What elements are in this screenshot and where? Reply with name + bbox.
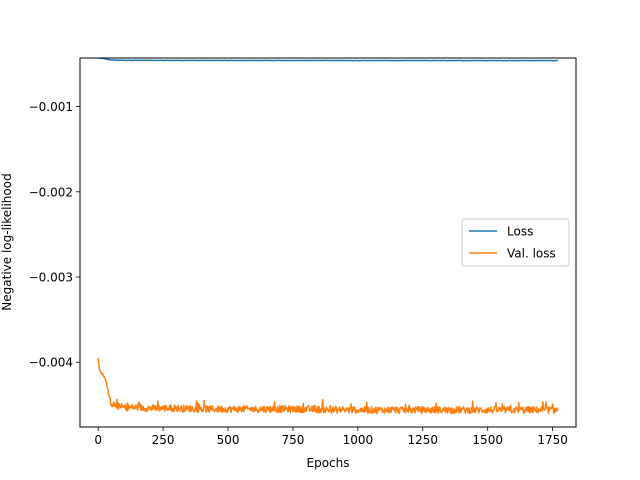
x-tick-label: 250 <box>152 433 175 447</box>
y-tick-label: −0.004 <box>29 356 73 370</box>
x-tick-label: 0 <box>94 433 102 447</box>
x-tick-label: 750 <box>281 433 304 447</box>
x-tick-label: 500 <box>217 433 240 447</box>
x-axis: 0 250 500 750 1000 1250 1500 1750 <box>94 427 568 447</box>
x-tick-label: 1250 <box>408 433 439 447</box>
x-tick-label: 1000 <box>343 433 374 447</box>
plot-lines <box>97 58 559 415</box>
y-tick-label: −0.003 <box>29 271 73 285</box>
legend: Loss Val. loss <box>461 218 570 267</box>
x-tick-label: 1750 <box>537 433 568 447</box>
x-tick-label: 1500 <box>472 433 503 447</box>
x-axis-label: Epochs <box>307 456 350 470</box>
legend-label-loss: Loss <box>507 225 533 239</box>
legend-label-val-loss: Val. loss <box>507 247 556 261</box>
y-axis-label: Negative log-likelihood <box>0 173 14 310</box>
y-tick-label: −0.002 <box>29 185 73 199</box>
plot-frame <box>79 57 577 428</box>
series-line-loss <box>97 58 559 62</box>
y-axis: −0.001 −0.002 −0.003 −0.004 <box>29 100 80 370</box>
series-line-val-loss <box>97 357 559 415</box>
y-tick-label: −0.001 <box>29 100 73 114</box>
